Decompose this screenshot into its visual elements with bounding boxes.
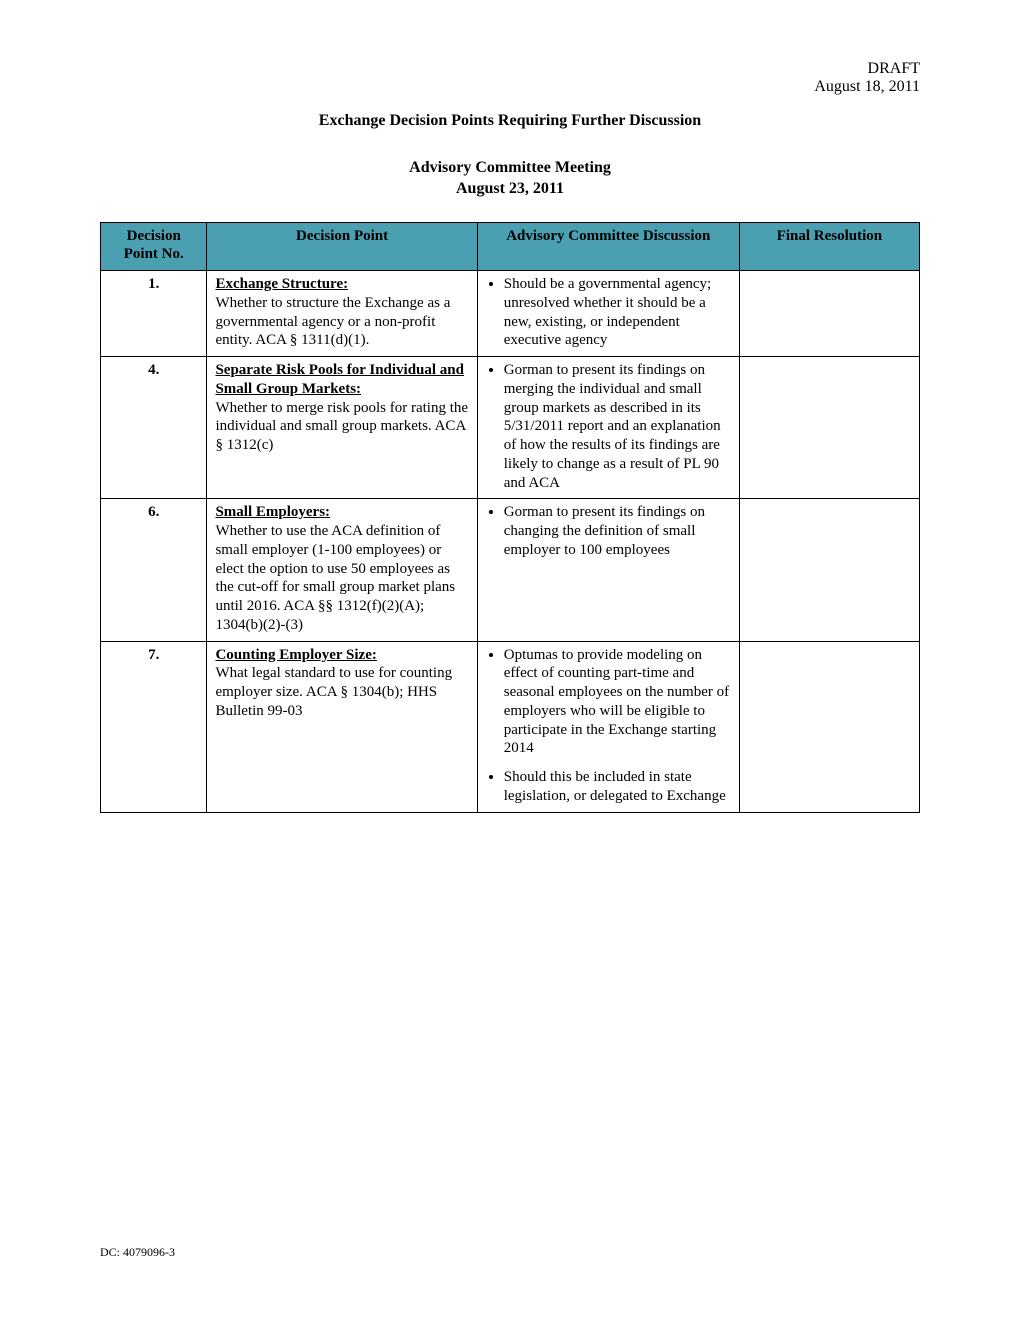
subtitle-line2: August 23, 2011 bbox=[100, 179, 920, 200]
discussion-item: Gorman to present its findings on mergin… bbox=[504, 361, 731, 492]
table-row: 1. Exchange Structure: Whether to structur… bbox=[101, 271, 920, 357]
col-decision-no: Decision Point No. bbox=[101, 222, 207, 271]
cell-decision-point: Exchange Structure: Whether to structure … bbox=[207, 271, 477, 357]
discussion-item: Gorman to present its findings on changi… bbox=[504, 503, 731, 559]
decision-body: What legal standard to use for counting … bbox=[215, 665, 452, 719]
discussion-list: Optumas to provide modeling on effect of… bbox=[486, 646, 731, 806]
cell-decision-no: 4. bbox=[101, 357, 207, 499]
footer-code: DC: 4079096-3 bbox=[100, 1245, 175, 1260]
cell-discussion: Should be a governmental agency; unresol… bbox=[477, 271, 739, 357]
cell-decision-point: Small Employers: Whether to use the ACA d… bbox=[207, 499, 477, 641]
page-subtitle: Advisory Committee Meeting August 23, 20… bbox=[100, 158, 920, 200]
col-discussion: Advisory Committee Discussion bbox=[477, 222, 739, 271]
header-right: DRAFT August 18, 2011 bbox=[100, 60, 920, 96]
cell-discussion: Gorman to present its findings on changi… bbox=[477, 499, 739, 641]
discussion-list: Gorman to present its findings on mergin… bbox=[486, 361, 731, 492]
cell-resolution bbox=[739, 357, 919, 499]
decision-topic: Exchange Structure: bbox=[215, 276, 348, 292]
discussion-list: Should be a governmental agency; unresol… bbox=[486, 275, 731, 350]
col-resolution: Final Resolution bbox=[739, 222, 919, 271]
table-header-row: Decision Point No. Decision Point Adviso… bbox=[101, 222, 920, 271]
decision-body: Whether to merge risk pools for rating t… bbox=[215, 400, 468, 454]
table-row: 6. Small Employers: Whether to use the ACA… bbox=[101, 499, 920, 641]
discussion-item: Should be a governmental agency; unresol… bbox=[504, 275, 731, 350]
subtitle-line1: Advisory Committee Meeting bbox=[100, 158, 920, 179]
cell-decision-no: 7. bbox=[101, 641, 207, 812]
discussion-item: Should this be included in state legisla… bbox=[504, 768, 731, 806]
discussion-item: Optumas to provide modeling on effect of… bbox=[504, 646, 731, 759]
col-decision-point: Decision Point bbox=[207, 222, 477, 271]
discussion-list: Gorman to present its findings on changi… bbox=[486, 503, 731, 559]
decision-topic: Separate Risk Pools for Individual and S… bbox=[215, 362, 464, 397]
decision-table: Decision Point No. Decision Point Adviso… bbox=[100, 222, 920, 813]
cell-discussion: Optumas to provide modeling on effect of… bbox=[477, 641, 739, 812]
cell-decision-point: Counting Employer Size: What legal standa… bbox=[207, 641, 477, 812]
draft-date: August 18, 2011 bbox=[100, 78, 920, 96]
cell-discussion: Gorman to present its findings on mergin… bbox=[477, 357, 739, 499]
table-row: 4.Separate Risk Pools for Individual and… bbox=[101, 357, 920, 499]
decision-topic: Counting Employer Size: bbox=[215, 647, 376, 663]
table-row: 7. Counting Employer Size: What legal stan… bbox=[101, 641, 920, 812]
cell-decision-no: 6. bbox=[101, 499, 207, 641]
cell-resolution bbox=[739, 641, 919, 812]
page-title: Exchange Decision Points Requiring Furth… bbox=[100, 112, 920, 130]
decision-topic: Small Employers: bbox=[215, 504, 330, 520]
decision-body: Whether to use the ACA definition of sma… bbox=[215, 523, 455, 633]
cell-decision-point: Separate Risk Pools for Individual and S… bbox=[207, 357, 477, 499]
decision-body: Whether to structure the Exchange as a g… bbox=[215, 295, 450, 349]
cell-resolution bbox=[739, 271, 919, 357]
cell-resolution bbox=[739, 499, 919, 641]
cell-decision-no: 1. bbox=[101, 271, 207, 357]
draft-label: DRAFT bbox=[100, 60, 920, 78]
